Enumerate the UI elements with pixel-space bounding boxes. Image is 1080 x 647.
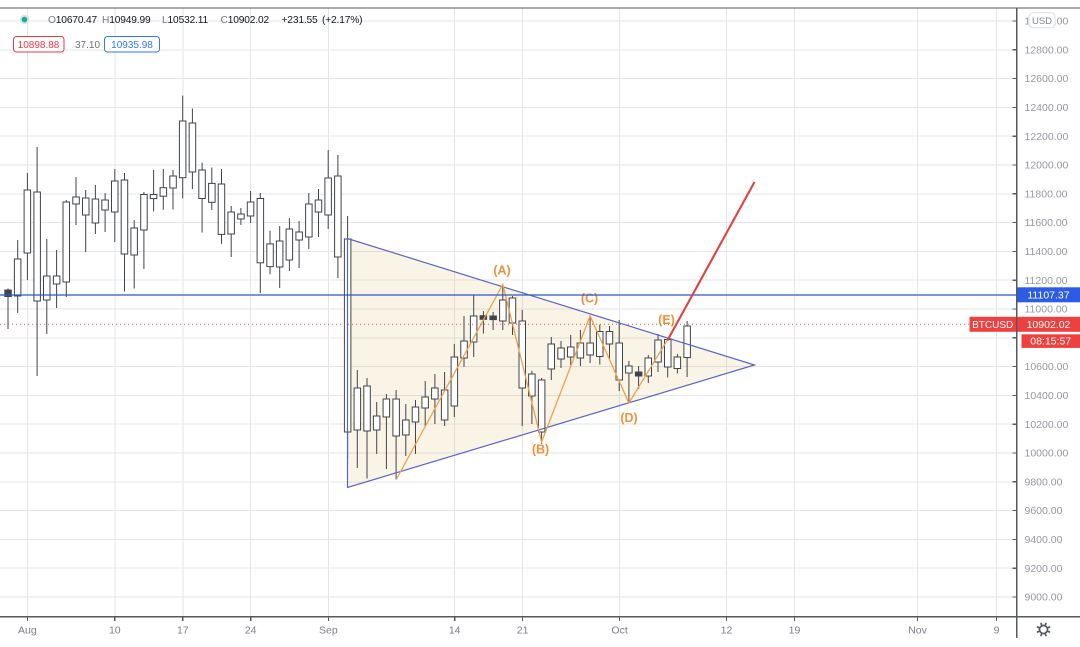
- svg-text:24: 24: [245, 625, 257, 637]
- svg-text:(D): (D): [620, 411, 637, 425]
- svg-text:21: 21: [517, 625, 529, 637]
- svg-text:9000.00: 9000.00: [1025, 592, 1063, 604]
- svg-text:11200.00: 11200.00: [1025, 275, 1068, 287]
- svg-text:10000.00: 10000.00: [1025, 448, 1069, 460]
- svg-text:10400.00: 10400.00: [1025, 390, 1069, 402]
- svg-text:USD: USD: [1032, 16, 1052, 27]
- svg-text:19: 19: [789, 625, 801, 637]
- svg-text:(B): (B): [532, 443, 549, 457]
- svg-text:(E): (E): [658, 313, 675, 327]
- svg-text:12200.00: 12200.00: [1025, 131, 1069, 143]
- svg-text:12: 12: [721, 625, 733, 637]
- svg-text:10600.00: 10600.00: [1025, 361, 1069, 373]
- svg-text:11000.00: 11000.00: [1025, 304, 1068, 316]
- svg-text:12400.00: 12400.00: [1025, 102, 1069, 114]
- svg-text:11400.00: 11400.00: [1025, 246, 1068, 258]
- svg-text:(C): (C): [581, 292, 598, 306]
- svg-text:10935.98: 10935.98: [111, 40, 153, 51]
- svg-text:08:15:57: 08:15:57: [1030, 336, 1071, 348]
- svg-text:10200.00: 10200.00: [1025, 419, 1069, 431]
- svg-text:17: 17: [177, 625, 189, 637]
- svg-text:(A): (A): [493, 264, 510, 278]
- svg-text:11600.00: 11600.00: [1025, 217, 1068, 229]
- svg-text:Oct: Oct: [611, 625, 627, 637]
- svg-text:Sep: Sep: [319, 625, 338, 637]
- svg-text:9200.00: 9200.00: [1025, 563, 1063, 575]
- svg-text:11107.37: 11107.37: [1027, 290, 1069, 302]
- svg-text:9: 9: [994, 625, 1000, 637]
- svg-text:10: 10: [109, 625, 121, 637]
- svg-text:9400.00: 9400.00: [1025, 534, 1063, 546]
- svg-text:BTCUSD: BTCUSD: [972, 320, 1013, 331]
- svg-text:37.10: 37.10: [75, 40, 100, 51]
- svg-text:10898.88: 10898.88: [18, 40, 60, 51]
- svg-text:9600.00: 9600.00: [1025, 505, 1063, 517]
- svg-text:10902.02: 10902.02: [1027, 319, 1071, 331]
- svg-text:12800.00: 12800.00: [1025, 44, 1069, 56]
- svg-text:12600.00: 12600.00: [1025, 73, 1069, 85]
- svg-text:Aug: Aug: [18, 625, 37, 637]
- svg-text:Nov: Nov: [908, 625, 927, 637]
- svg-text:14: 14: [449, 625, 461, 637]
- svg-text:9800.00: 9800.00: [1025, 476, 1063, 488]
- svg-text:12000.00: 12000.00: [1025, 160, 1069, 172]
- svg-text:11800.00: 11800.00: [1025, 188, 1068, 200]
